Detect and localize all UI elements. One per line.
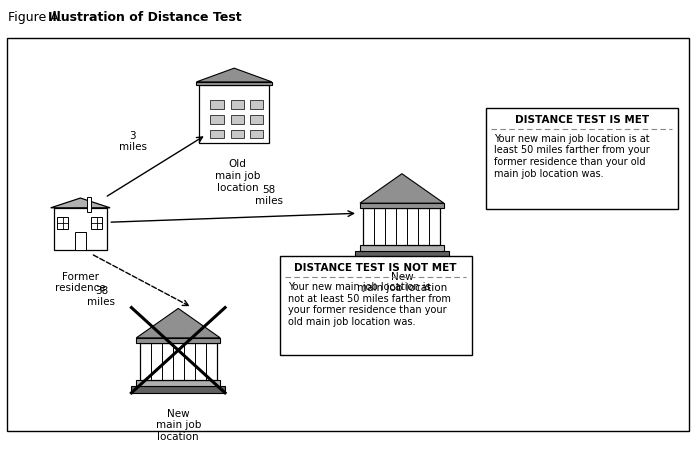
- Bar: [131, 386, 225, 393]
- Bar: [7, 38, 689, 431]
- Bar: [280, 256, 472, 355]
- Text: Your new main job location is
not at least 50 miles farther from
your former res: Your new main job location is not at lea…: [288, 282, 451, 327]
- Bar: [231, 115, 244, 124]
- Polygon shape: [196, 68, 272, 82]
- Text: Illustration of Distance Test: Illustration of Distance Test: [48, 11, 242, 24]
- Bar: [136, 338, 220, 343]
- Bar: [136, 380, 220, 386]
- Text: Old
main job
location: Old main job location: [215, 159, 260, 193]
- Bar: [486, 108, 678, 209]
- Text: DISTANCE TEST IS MET: DISTANCE TEST IS MET: [515, 115, 649, 125]
- Text: 38
miles: 38 miles: [87, 286, 115, 307]
- Bar: [196, 82, 272, 85]
- Bar: [363, 208, 440, 245]
- Text: Figure A.: Figure A.: [8, 11, 71, 24]
- FancyArrowPatch shape: [94, 255, 189, 305]
- Bar: [55, 208, 107, 250]
- Polygon shape: [360, 174, 444, 203]
- Text: DISTANCE TEST IS NOT MET: DISTANCE TEST IS NOT MET: [294, 263, 457, 273]
- Bar: [360, 245, 444, 251]
- Bar: [87, 197, 92, 212]
- Text: 3
miles: 3 miles: [119, 131, 147, 152]
- Text: New
main job location: New main job location: [356, 272, 447, 293]
- Bar: [250, 100, 263, 109]
- Bar: [57, 217, 69, 229]
- Bar: [360, 203, 444, 208]
- Bar: [91, 217, 103, 229]
- Text: Former
residence: Former residence: [55, 272, 106, 293]
- Bar: [210, 115, 224, 124]
- Bar: [75, 232, 86, 250]
- Bar: [355, 251, 449, 258]
- Bar: [231, 100, 244, 109]
- Text: New
main job
location: New main job location: [156, 409, 201, 442]
- Polygon shape: [51, 198, 110, 208]
- Bar: [210, 100, 224, 109]
- Text: Your new main job location is at
least 50 miles farther from your
former residen: Your new main job location is at least 5…: [494, 134, 650, 179]
- Bar: [250, 130, 263, 138]
- Polygon shape: [136, 308, 220, 338]
- Bar: [250, 115, 263, 124]
- Bar: [210, 130, 224, 138]
- Bar: [140, 343, 217, 380]
- Bar: [199, 85, 269, 143]
- Bar: [231, 130, 244, 138]
- Text: 58
miles: 58 miles: [255, 185, 283, 206]
